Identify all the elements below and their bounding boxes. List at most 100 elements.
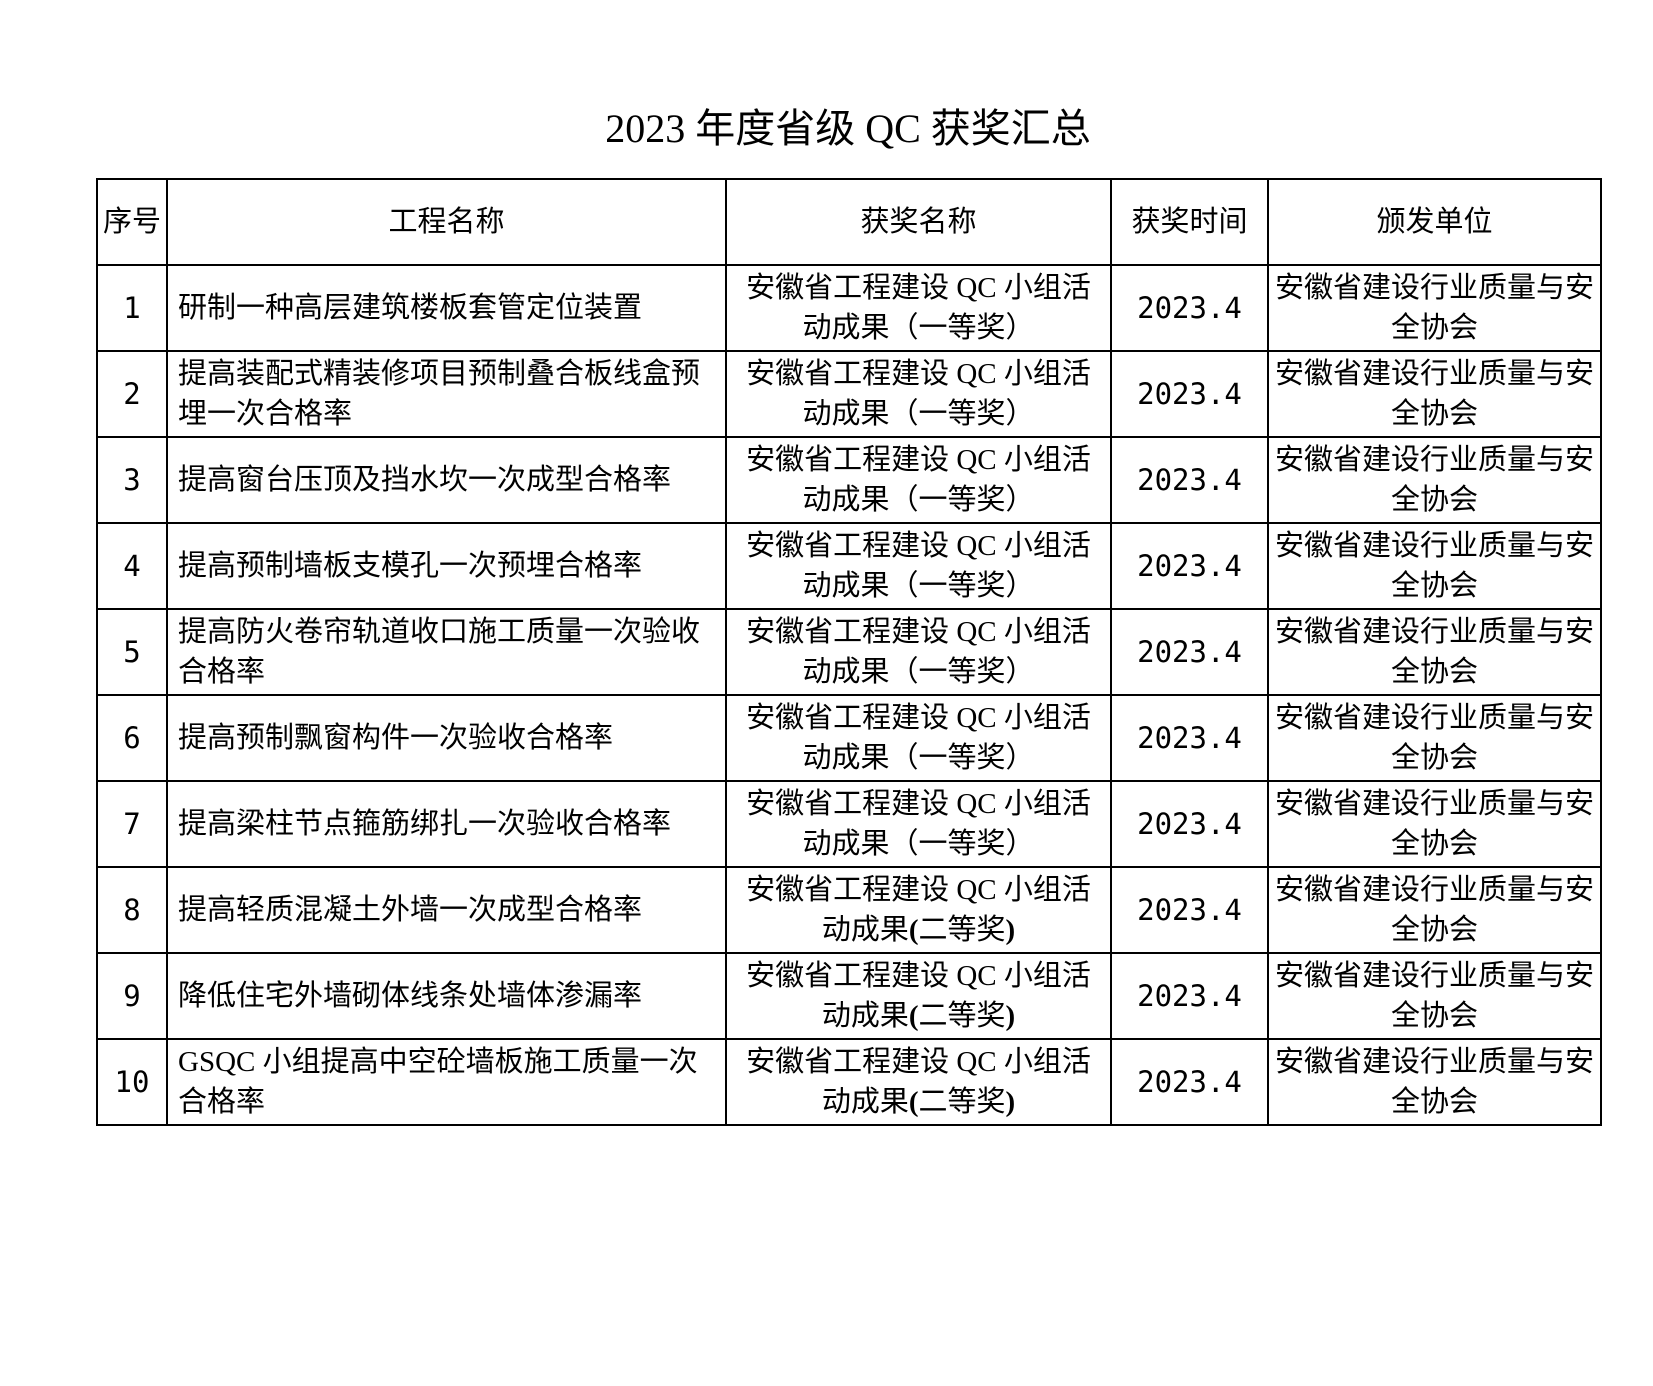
row-number: 8 xyxy=(96,866,168,954)
award-paren-close: ） xyxy=(1005,484,1035,516)
award-paren-close: ） xyxy=(1005,570,1035,602)
issuer-name: 安徽省建设行业质量与安全协会 xyxy=(1267,866,1602,954)
award-table: 序号 工程名称 获奖名称 获奖时间 颁发单位 1 研制一种高层建筑楼板套管定位装置… xyxy=(96,178,1602,1126)
project-name: 提高防火卷帘轨道收口施工质量一次验收合格率 xyxy=(166,608,727,696)
project-name: 提高窗台压顶及挡水坎一次成型合格率 xyxy=(166,436,727,524)
project-name: 研制一种高层建筑楼板套管定位装置 xyxy=(166,264,727,352)
award-paren-open: （ xyxy=(889,828,919,860)
award-prefix: 安徽省工程建设 QC 小组活动成果 xyxy=(746,702,1091,774)
award-prize-level: 一等奖 xyxy=(918,570,1006,602)
award-time: 2023.4 xyxy=(1110,264,1269,352)
table-row: 1 研制一种高层建筑楼板套管定位装置 安徽省工程建设 QC 小组活动成果（一等奖） 2… xyxy=(96,264,1602,352)
award-paren-close: ） xyxy=(1005,742,1035,774)
award-paren-close: ) xyxy=(1005,1000,1016,1032)
award-prefix: 安徽省工程建设 QC 小组活动成果 xyxy=(746,788,1091,860)
award-name: 安徽省工程建设 QC 小组活动成果（一等奖） xyxy=(725,264,1112,352)
award-time: 2023.4 xyxy=(1110,522,1269,610)
award-prefix: 安徽省工程建设 QC 小组活动成果 xyxy=(746,616,1091,688)
table-header: 序号 工程名称 获奖名称 获奖时间 颁发单位 xyxy=(96,178,1602,266)
award-prize-level: 一等奖 xyxy=(918,484,1006,516)
table-row: 8 提高轻质混凝土外墙一次成型合格率 安徽省工程建设 QC 小组活动成果(二等奖) 2… xyxy=(96,866,1602,954)
row-number: 7 xyxy=(96,780,168,868)
award-time: 2023.4 xyxy=(1110,436,1269,524)
award-prize-level: 二等奖 xyxy=(918,1086,1006,1118)
award-name: 安徽省工程建设 QC 小组活动成果(二等奖) xyxy=(725,1038,1112,1126)
award-prize-level: 二等奖 xyxy=(918,914,1006,946)
project-name: 提高梁柱节点箍筋绑扎一次验收合格率 xyxy=(166,780,727,868)
row-number: 1 xyxy=(96,264,168,352)
project-name: 提高预制墙板支模孔一次预埋合格率 xyxy=(166,522,727,610)
award-prefix: 安徽省工程建设 QC 小组活动成果 xyxy=(746,530,1091,602)
table-row: 7 提高梁柱节点箍筋绑扎一次验收合格率 安徽省工程建设 QC 小组活动成果（一等奖）… xyxy=(96,780,1602,868)
award-name: 安徽省工程建设 QC 小组活动成果（一等奖） xyxy=(725,608,1112,696)
table-row: 3 提高窗台压顶及挡水坎一次成型合格率 安徽省工程建设 QC 小组活动成果（一等奖）… xyxy=(96,436,1602,524)
table-row: 10 GSQC 小组提高中空砼墙板施工质量一次合格率 安徽省工程建设 QC 小组活动… xyxy=(96,1038,1602,1126)
row-number: 6 xyxy=(96,694,168,782)
issuer-name: 安徽省建设行业质量与安全协会 xyxy=(1267,780,1602,868)
project-name: 提高轻质混凝土外墙一次成型合格率 xyxy=(166,866,727,954)
issuer-name: 安徽省建设行业质量与安全协会 xyxy=(1267,522,1602,610)
table-row: 2 提高装配式精装修项目预制叠合板线盒预埋一次合格率 安徽省工程建设 QC 小组活动… xyxy=(96,350,1602,438)
issuer-name: 安徽省建设行业质量与安全协会 xyxy=(1267,1038,1602,1126)
award-paren-open: （ xyxy=(889,398,919,430)
award-name: 安徽省工程建设 QC 小组活动成果（一等奖） xyxy=(725,780,1112,868)
award-paren-open: ( xyxy=(908,1000,919,1032)
award-paren-open: （ xyxy=(889,742,919,774)
header-no: 序号 xyxy=(96,178,168,266)
award-time: 2023.4 xyxy=(1110,694,1269,782)
row-number: 2 xyxy=(96,350,168,438)
table-body: 1 研制一种高层建筑楼板套管定位装置 安徽省工程建设 QC 小组活动成果（一等奖） 2… xyxy=(96,264,1602,1126)
award-prefix: 安徽省工程建设 QC 小组活动成果 xyxy=(746,358,1091,430)
award-prefix: 安徽省工程建设 QC 小组活动成果 xyxy=(746,444,1091,516)
award-name: 安徽省工程建设 QC 小组活动成果（一等奖） xyxy=(725,350,1112,438)
document-title: 2023 年度省级 QC 获奖汇总 xyxy=(605,106,1091,151)
award-prize-level: 二等奖 xyxy=(918,1000,1006,1032)
award-name: 安徽省工程建设 QC 小组活动成果（一等奖） xyxy=(725,436,1112,524)
issuer-name: 安徽省建设行业质量与安全协会 xyxy=(1267,436,1602,524)
award-paren-open: （ xyxy=(889,312,919,344)
award-time: 2023.4 xyxy=(1110,1038,1269,1126)
project-name: GSQC 小组提高中空砼墙板施工质量一次合格率 xyxy=(166,1038,727,1126)
award-paren-close: ) xyxy=(1005,1086,1016,1118)
table-row: 9 降低住宅外墙砌体线条处墙体渗漏率 安徽省工程建设 QC 小组活动成果(二等奖) 2… xyxy=(96,952,1602,1040)
row-number: 9 xyxy=(96,952,168,1040)
award-time: 2023.4 xyxy=(1110,608,1269,696)
row-number: 5 xyxy=(96,608,168,696)
row-number: 3 xyxy=(96,436,168,524)
award-paren-open: ( xyxy=(908,1086,919,1118)
award-prefix: 安徽省工程建设 QC 小组活动成果 xyxy=(746,960,1091,1032)
project-name: 提高装配式精装修项目预制叠合板线盒预埋一次合格率 xyxy=(166,350,727,438)
award-paren-open: ( xyxy=(908,914,919,946)
issuer-name: 安徽省建设行业质量与安全协会 xyxy=(1267,608,1602,696)
award-name: 安徽省工程建设 QC 小组活动成果（一等奖） xyxy=(725,522,1112,610)
award-time: 2023.4 xyxy=(1110,952,1269,1040)
award-time: 2023.4 xyxy=(1110,866,1269,954)
award-prize-level: 一等奖 xyxy=(918,656,1006,688)
award-prefix: 安徽省工程建设 QC 小组活动成果 xyxy=(746,1046,1091,1118)
award-paren-open: （ xyxy=(889,484,919,516)
award-name: 安徽省工程建设 QC 小组活动成果(二等奖) xyxy=(725,952,1112,1040)
header-row: 序号 工程名称 获奖名称 获奖时间 颁发单位 xyxy=(96,178,1602,266)
award-time: 2023.4 xyxy=(1110,780,1269,868)
table-row: 6 提高预制飘窗构件一次验收合格率 安徽省工程建设 QC 小组活动成果（一等奖） 20… xyxy=(96,694,1602,782)
award-time: 2023.4 xyxy=(1110,350,1269,438)
table-row: 5 提高防火卷帘轨道收口施工质量一次验收合格率 安徽省工程建设 QC 小组活动成果（… xyxy=(96,608,1602,696)
award-prize-level: 一等奖 xyxy=(918,828,1006,860)
award-prefix: 安徽省工程建设 QC 小组活动成果 xyxy=(746,874,1091,946)
row-number: 10 xyxy=(96,1038,168,1126)
issuer-name: 安徽省建设行业质量与安全协会 xyxy=(1267,694,1602,782)
award-prize-level: 一等奖 xyxy=(918,312,1006,344)
table-row: 4 提高预制墙板支模孔一次预埋合格率 安徽省工程建设 QC 小组活动成果（一等奖） 2… xyxy=(96,522,1602,610)
project-name: 提高预制飘窗构件一次验收合格率 xyxy=(166,694,727,782)
header-issuer: 颁发单位 xyxy=(1267,178,1602,266)
award-prize-level: 一等奖 xyxy=(918,742,1006,774)
award-prize-level: 一等奖 xyxy=(918,398,1006,430)
award-name: 安徽省工程建设 QC 小组活动成果(二等奖) xyxy=(725,866,1112,954)
award-paren-open: （ xyxy=(889,656,919,688)
issuer-name: 安徽省建设行业质量与安全协会 xyxy=(1267,952,1602,1040)
award-prefix: 安徽省工程建设 QC 小组活动成果 xyxy=(746,272,1091,344)
header-award-time: 获奖时间 xyxy=(1110,178,1269,266)
award-paren-close: ） xyxy=(1005,656,1035,688)
award-paren-close: ） xyxy=(1005,398,1035,430)
